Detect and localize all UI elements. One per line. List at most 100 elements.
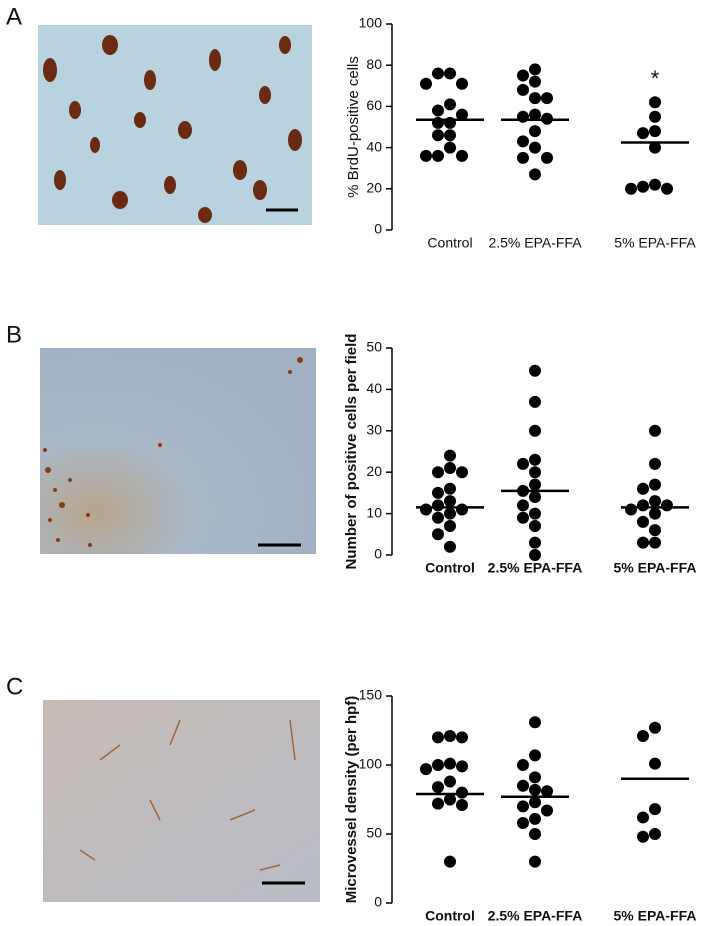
data-point xyxy=(456,108,468,121)
data-point xyxy=(529,749,541,762)
significance-marker: * xyxy=(651,66,660,91)
data-point xyxy=(649,536,661,549)
data-point xyxy=(649,507,661,520)
data-point xyxy=(517,800,529,813)
data-point xyxy=(444,129,456,142)
data-point xyxy=(529,491,541,504)
data-point xyxy=(649,457,661,470)
x-tick-label: 2.5% EPA-FFA xyxy=(488,235,582,251)
data-point xyxy=(649,96,661,109)
data-point xyxy=(529,812,541,825)
data-point xyxy=(541,785,553,798)
data-point xyxy=(444,67,456,80)
y-tick-label: 100 xyxy=(359,15,383,31)
data-point xyxy=(432,528,444,541)
data-point xyxy=(649,803,661,816)
data-point xyxy=(420,149,432,162)
data-point xyxy=(529,92,541,105)
data-point xyxy=(649,110,661,123)
data-point xyxy=(649,178,661,191)
y-axis-label: Microvessel density (per hpf) xyxy=(343,696,360,904)
data-point xyxy=(420,77,432,90)
data-point xyxy=(444,775,456,788)
data-point xyxy=(444,141,456,154)
data-point xyxy=(649,478,661,491)
data-point xyxy=(517,779,529,792)
data-point xyxy=(456,149,468,162)
data-point xyxy=(517,151,529,164)
data-point xyxy=(649,141,661,154)
data-point xyxy=(444,855,456,868)
data-point xyxy=(649,757,661,770)
data-point xyxy=(649,125,661,138)
x-tick-label: Control xyxy=(427,235,472,251)
micrograph-b xyxy=(40,348,316,554)
data-point xyxy=(432,797,444,810)
data-point xyxy=(432,466,444,479)
data-point xyxy=(637,499,649,512)
data-point xyxy=(637,127,649,140)
x-tick-label: 5% EPA-FFA xyxy=(614,235,696,251)
panel-label: A xyxy=(6,3,22,30)
data-point xyxy=(637,730,649,743)
data-point xyxy=(529,75,541,88)
data-point xyxy=(529,507,541,520)
data-point xyxy=(637,515,649,528)
y-axis-label: % BrdU-positive cells xyxy=(345,56,362,198)
x-tick-label: 5% EPA-FFA xyxy=(614,908,697,924)
data-point xyxy=(529,478,541,491)
data-point xyxy=(649,524,661,537)
data-point xyxy=(517,511,529,524)
y-tick-label: 150 xyxy=(359,687,383,703)
data-point xyxy=(529,125,541,138)
y-tick-label: 100 xyxy=(359,756,383,772)
data-point xyxy=(420,503,432,516)
data-point xyxy=(432,781,444,794)
data-point xyxy=(661,182,673,195)
y-tick-label: 60 xyxy=(366,97,382,113)
y-tick-label: 80 xyxy=(366,56,382,72)
data-point xyxy=(432,499,444,512)
data-point xyxy=(444,793,456,806)
y-tick-label: 50 xyxy=(366,825,382,841)
data-point xyxy=(456,77,468,90)
micrograph-c xyxy=(43,700,320,902)
data-point xyxy=(517,759,529,771)
data-point xyxy=(444,507,456,520)
data-point xyxy=(444,730,456,743)
y-tick-label: 30 xyxy=(366,422,382,438)
data-point xyxy=(420,763,432,776)
data-point xyxy=(432,511,444,524)
data-point xyxy=(637,482,649,495)
data-point xyxy=(529,771,541,784)
x-tick-label: 2.5% EPA-FFA xyxy=(488,908,583,924)
data-point xyxy=(649,424,661,437)
data-point xyxy=(637,536,649,549)
data-point xyxy=(529,395,541,408)
data-point xyxy=(456,466,468,479)
data-point xyxy=(661,499,673,512)
x-tick-label: Control xyxy=(425,908,475,924)
data-point xyxy=(456,799,468,812)
y-tick-label: 0 xyxy=(374,221,382,237)
data-point xyxy=(529,520,541,533)
y-tick-label: 40 xyxy=(366,380,382,396)
panel-label: B xyxy=(6,321,22,348)
data-point xyxy=(637,811,649,824)
y-tick-label: 40 xyxy=(366,138,382,154)
data-point xyxy=(541,151,553,164)
data-point xyxy=(529,783,541,796)
y-tick-label: 10 xyxy=(366,504,382,520)
data-point xyxy=(637,830,649,843)
data-point xyxy=(649,828,661,840)
data-point xyxy=(529,168,541,181)
data-point xyxy=(625,503,637,516)
data-point xyxy=(444,520,456,533)
data-point xyxy=(529,549,541,561)
data-point xyxy=(444,449,456,462)
data-point xyxy=(456,786,468,799)
data-point xyxy=(529,424,541,437)
data-point xyxy=(649,495,661,508)
data-point xyxy=(444,98,456,111)
